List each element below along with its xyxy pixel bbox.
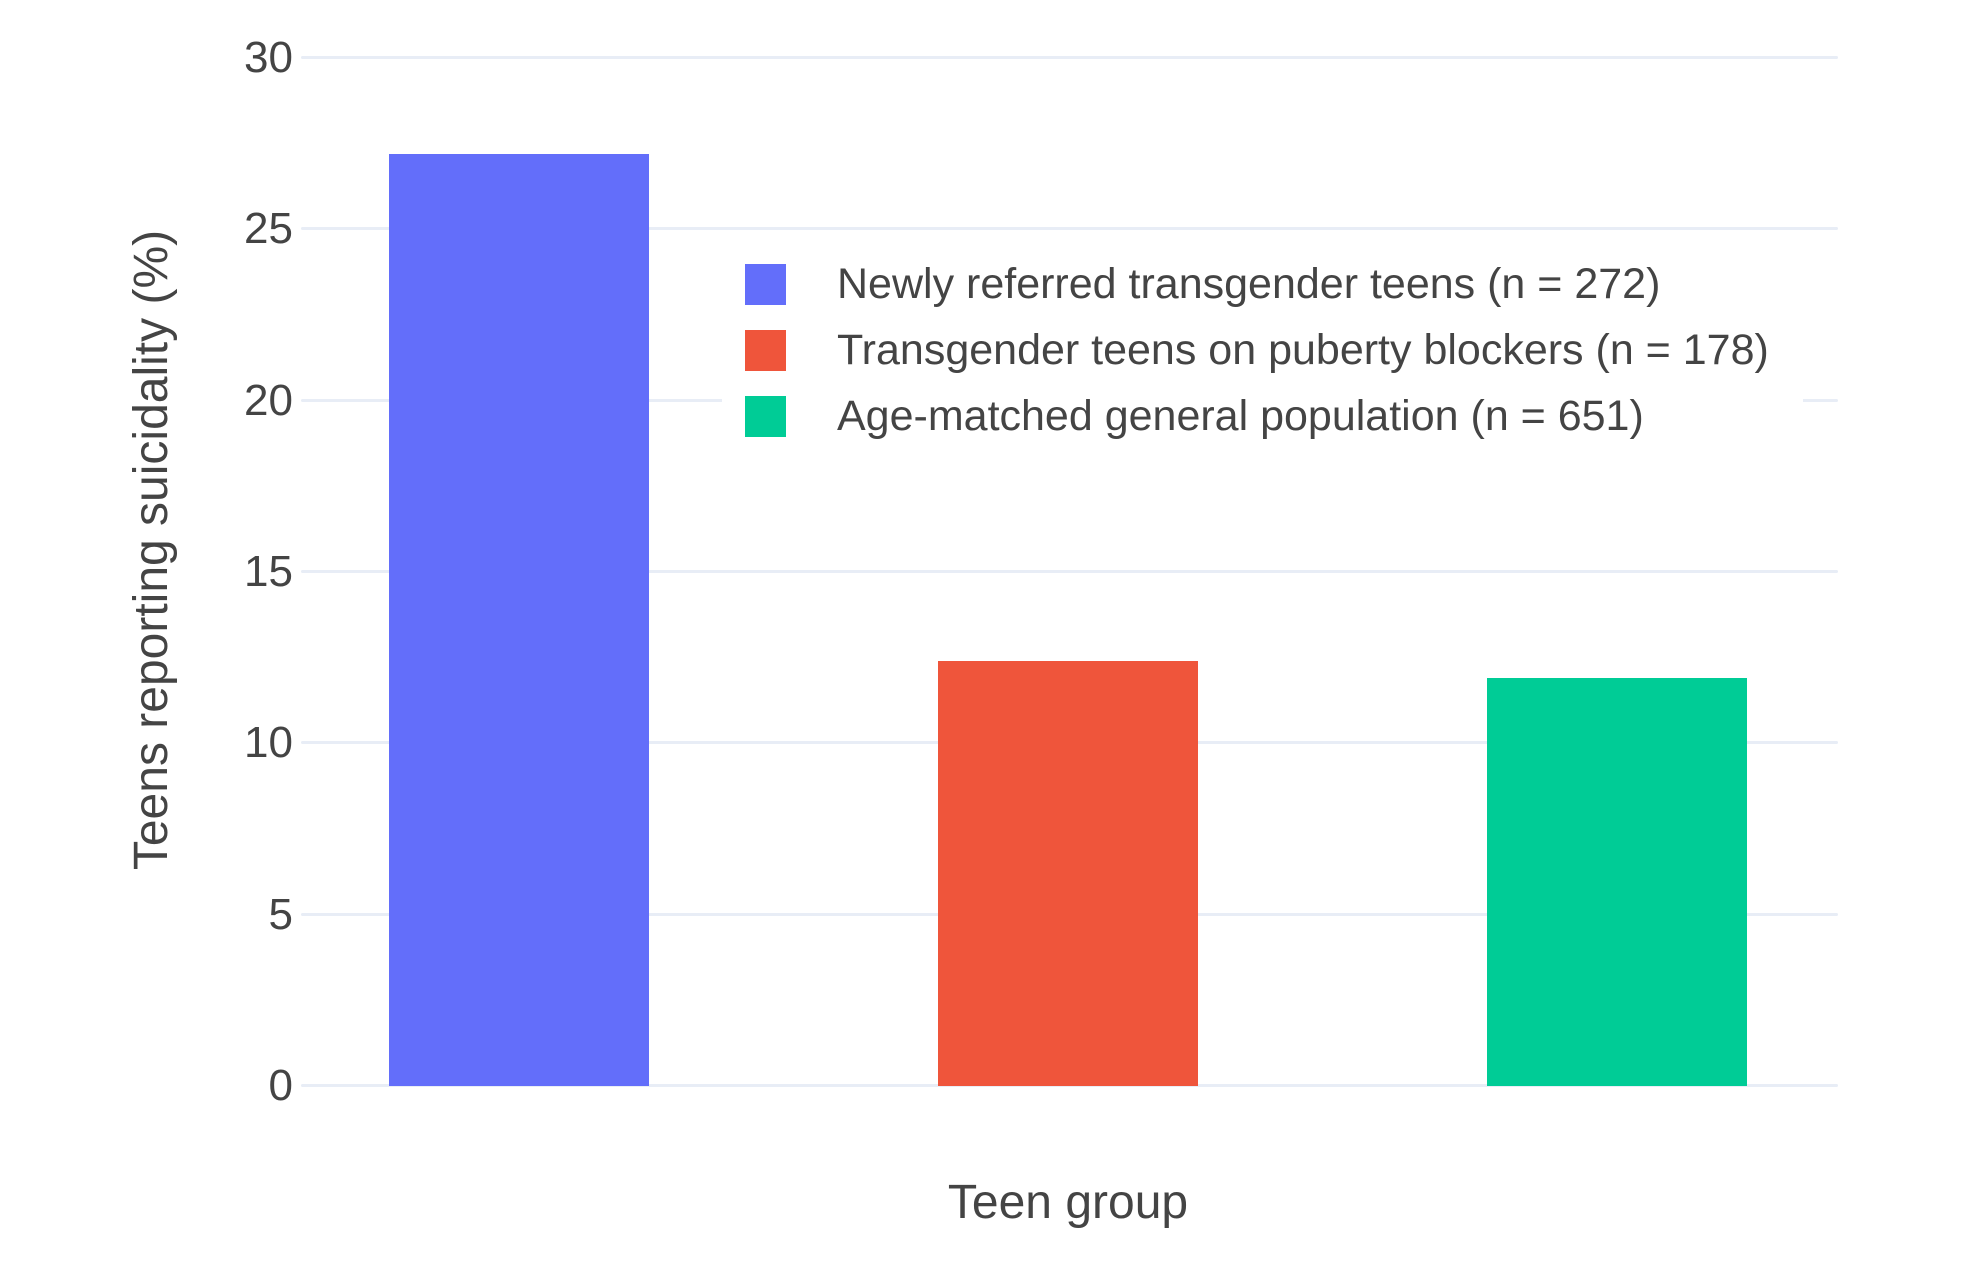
- y-tick-label: 15: [244, 547, 293, 596]
- legend-label: Age-matched general population (n = 651): [837, 391, 1644, 440]
- legend-swatch-icon: [745, 395, 786, 437]
- legend-item[interactable]: Newly referred transgender teens (n = 27…: [745, 251, 1769, 317]
- legend: Newly referred transgender teens (n = 27…: [722, 249, 1803, 455]
- bar-2[interactable]: [938, 661, 1198, 1086]
- gridline: [301, 570, 1838, 573]
- legend-label: Transgender teens on puberty blockers (n…: [837, 325, 1769, 374]
- legend-swatch-icon: [745, 263, 786, 305]
- y-tick-label: 30: [244, 33, 293, 82]
- gridline: [301, 227, 1838, 231]
- y-axis-title: Teens reporting suicidality (%): [125, 229, 178, 871]
- legend-swatch-icon: [745, 329, 786, 371]
- bar-3[interactable]: [1487, 678, 1747, 1086]
- legend-label: Newly referred transgender teens (n = 27…: [837, 259, 1661, 308]
- x-axis-title: Teen group: [947, 1176, 1189, 1229]
- legend-item[interactable]: Transgender teens on puberty blockers (n…: [745, 317, 1769, 383]
- y-tick-label: 0: [268, 1061, 293, 1110]
- bar-1[interactable]: [389, 153, 649, 1086]
- y-tick-label: 5: [268, 889, 293, 939]
- y-tick-label: 25: [244, 204, 293, 254]
- y-tick-label: 10: [244, 718, 293, 768]
- gridline: [301, 56, 1838, 59]
- legend-item[interactable]: Age-matched general population (n = 651): [745, 383, 1769, 449]
- y-tick-label: 20: [244, 375, 293, 425]
